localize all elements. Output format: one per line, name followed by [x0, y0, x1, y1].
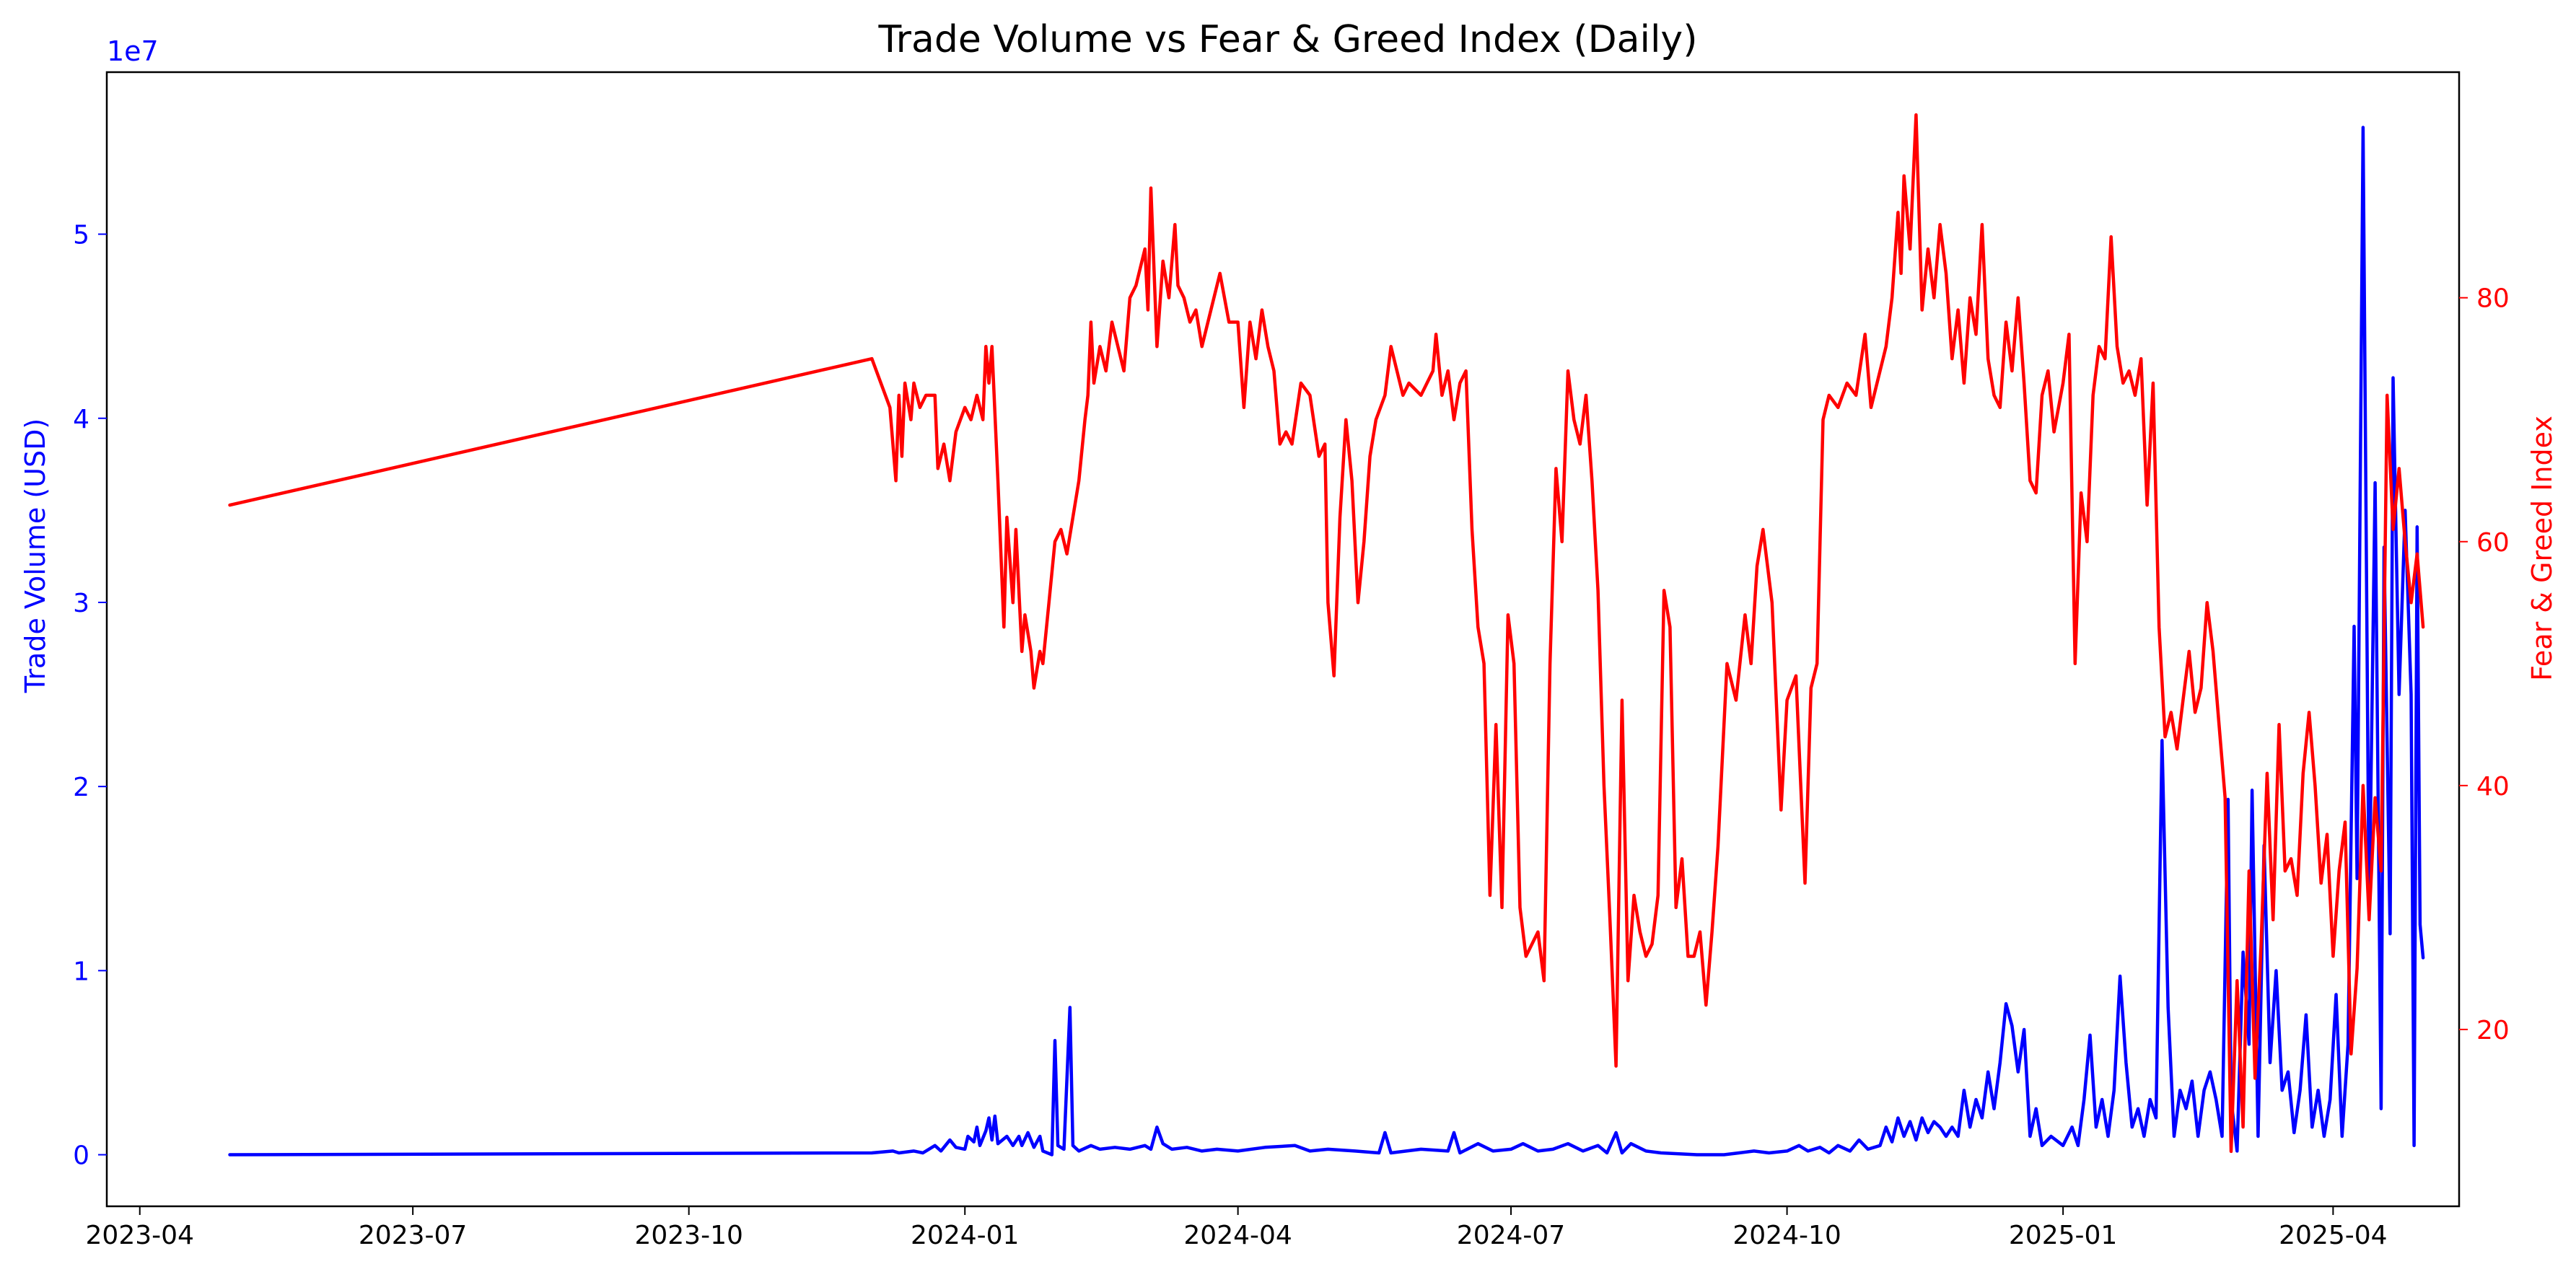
x-tick-label: 2023-10	[634, 1221, 742, 1250]
axes-layer: 2023-04 2023-07 2023-10 2024-01 2024-04 2024-…	[73, 71, 2510, 1250]
x-tick-label: 2024-07	[1457, 1221, 1565, 1250]
chart-title: Trade Volume vs Fear & Greed Index (Dail…	[877, 18, 1697, 61]
trade-volume-line	[228, 126, 2425, 1157]
left-y-tick-label: 0	[73, 1141, 89, 1171]
left-axis-label: Trade Volume (USD)	[19, 418, 51, 693]
fear-greed-line	[228, 113, 2425, 1154]
x-tick-label: 2023-04	[86, 1221, 194, 1250]
left-y-tick-label: 1	[73, 957, 89, 986]
right-axis-label: Fear & Greed Index	[2526, 416, 2558, 681]
x-tick-label: 2024-01	[911, 1221, 1019, 1250]
plot-frame	[105, 71, 2461, 1208]
x-tick-label: 2024-10	[1732, 1221, 1841, 1250]
left-y-tick-label: 4	[73, 405, 89, 434]
x-tick-label: 2025-04	[2279, 1221, 2387, 1250]
right-y-tick-label: 60	[2476, 528, 2510, 558]
left-y-tick-label: 3	[73, 589, 89, 618]
left-y-tick-label: 5	[73, 221, 89, 250]
left-y-tick-label: 2	[73, 773, 89, 802]
x-tick-label: 2025-01	[2009, 1221, 2117, 1250]
right-y-tick-label: 80	[2476, 284, 2510, 314]
series-layer	[228, 113, 2425, 1157]
right-y-tick-label: 20	[2476, 1016, 2510, 1045]
right-y-tick-label: 40	[2476, 772, 2510, 802]
x-tick-label: 2023-07	[359, 1221, 467, 1250]
x-tick-label: 2024-04	[1183, 1221, 1292, 1250]
left-axis-offset-label: 1e7	[107, 35, 159, 67]
